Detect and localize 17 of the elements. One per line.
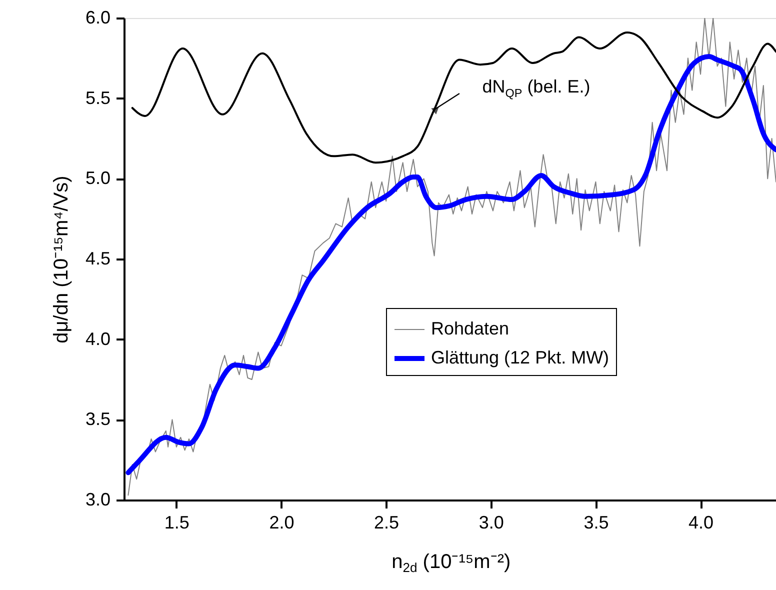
y-tick-label: 4.5 bbox=[85, 248, 110, 268]
x-tick-label: 2.0 bbox=[269, 512, 294, 532]
x-tick-label: 2.5 bbox=[374, 512, 400, 532]
x-tick-label: 4.0 bbox=[688, 512, 714, 532]
x-tick-label: 1.5 bbox=[164, 512, 190, 532]
y-tick-label: 5.5 bbox=[85, 88, 110, 108]
line-series bbox=[131, 31, 776, 164]
x-tick-label: 3.5 bbox=[584, 512, 609, 532]
y-tick-label: 3.5 bbox=[85, 409, 110, 430]
legend-label: Rohdaten bbox=[431, 318, 510, 338]
y-tick-label: 4.0 bbox=[85, 328, 110, 349]
y-tick-label: 6.0 bbox=[85, 8, 110, 28]
y-axis-title: dμ/dn (10⁻¹⁵m⁴/Vs) bbox=[50, 176, 72, 344]
y-tick-label: 5.0 bbox=[85, 168, 110, 188]
x-tick-label: 3.0 bbox=[478, 512, 504, 532]
legend-label: Glättung (12 Pkt. MW) bbox=[431, 348, 610, 368]
y-tick-label: 3.0 bbox=[85, 490, 110, 510]
